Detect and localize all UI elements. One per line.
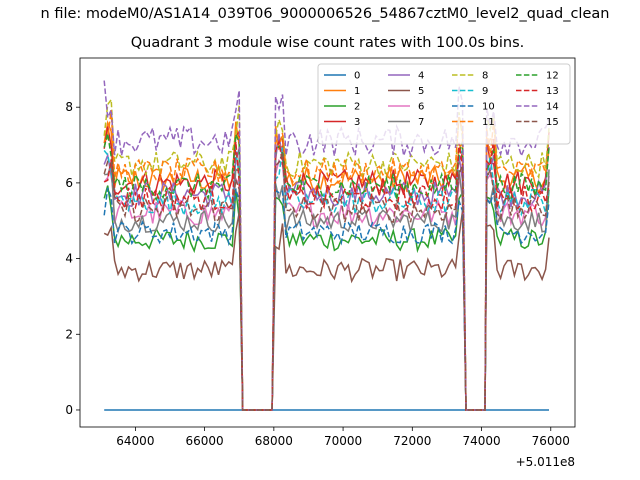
y-tick-label: 0 <box>65 403 73 417</box>
legend-label-9: 9 <box>482 86 488 97</box>
x-tick-label: 68000 <box>255 434 293 448</box>
legend-label-5: 5 <box>418 86 424 97</box>
y-tick-label: 4 <box>65 252 73 266</box>
x-tick-label: 72000 <box>393 434 431 448</box>
x-offset-label: +5.011e8 <box>516 455 575 469</box>
series-line-10 <box>103 187 550 411</box>
legend-label-14: 14 <box>546 102 559 113</box>
legend-label-2: 2 <box>354 102 360 113</box>
y-tick-label: 6 <box>65 176 73 190</box>
series-lines <box>103 80 550 411</box>
legend-label-12: 12 <box>546 71 559 82</box>
legend-label-3: 3 <box>354 117 360 128</box>
legend-label-10: 10 <box>482 102 495 113</box>
x-tick-label: 66000 <box>186 434 224 448</box>
legend-label-7: 7 <box>418 117 424 128</box>
legend-label-0: 0 <box>354 71 360 82</box>
legend-label-4: 4 <box>418 71 424 82</box>
x-tick-label: 64000 <box>116 434 154 448</box>
legend-box <box>317 63 571 145</box>
legend-label-1: 1 <box>354 86 360 97</box>
series-line-5 <box>103 210 550 411</box>
legend-label-6: 6 <box>418 102 424 113</box>
y-tick-label: 8 <box>65 100 73 114</box>
series-line-8 <box>103 97 550 411</box>
chart-title: Quadrant 3 module wise count rates with … <box>130 35 525 51</box>
axes: 64000 66000 68000 70000 72000 74000 76000 0 2 4 6 8 <box>65 57 576 448</box>
legend-label-15: 15 <box>546 117 559 128</box>
x-tick-label: 74000 <box>462 434 500 448</box>
x-tick-label: 76000 <box>532 434 570 448</box>
series-line-15 <box>103 152 550 411</box>
x-tick-label: 70000 <box>324 434 362 448</box>
plot-frame <box>79 57 576 428</box>
y-tick-label: 2 <box>65 327 73 341</box>
legend-label-13: 13 <box>546 86 559 97</box>
series-line-11 <box>103 110 550 411</box>
figure-suptitle: n file: modeM0/AS1A14_039T06_9000006526_… <box>40 6 610 22</box>
legend-label-11: 11 <box>482 117 495 128</box>
legend-label-8: 8 <box>482 71 488 82</box>
